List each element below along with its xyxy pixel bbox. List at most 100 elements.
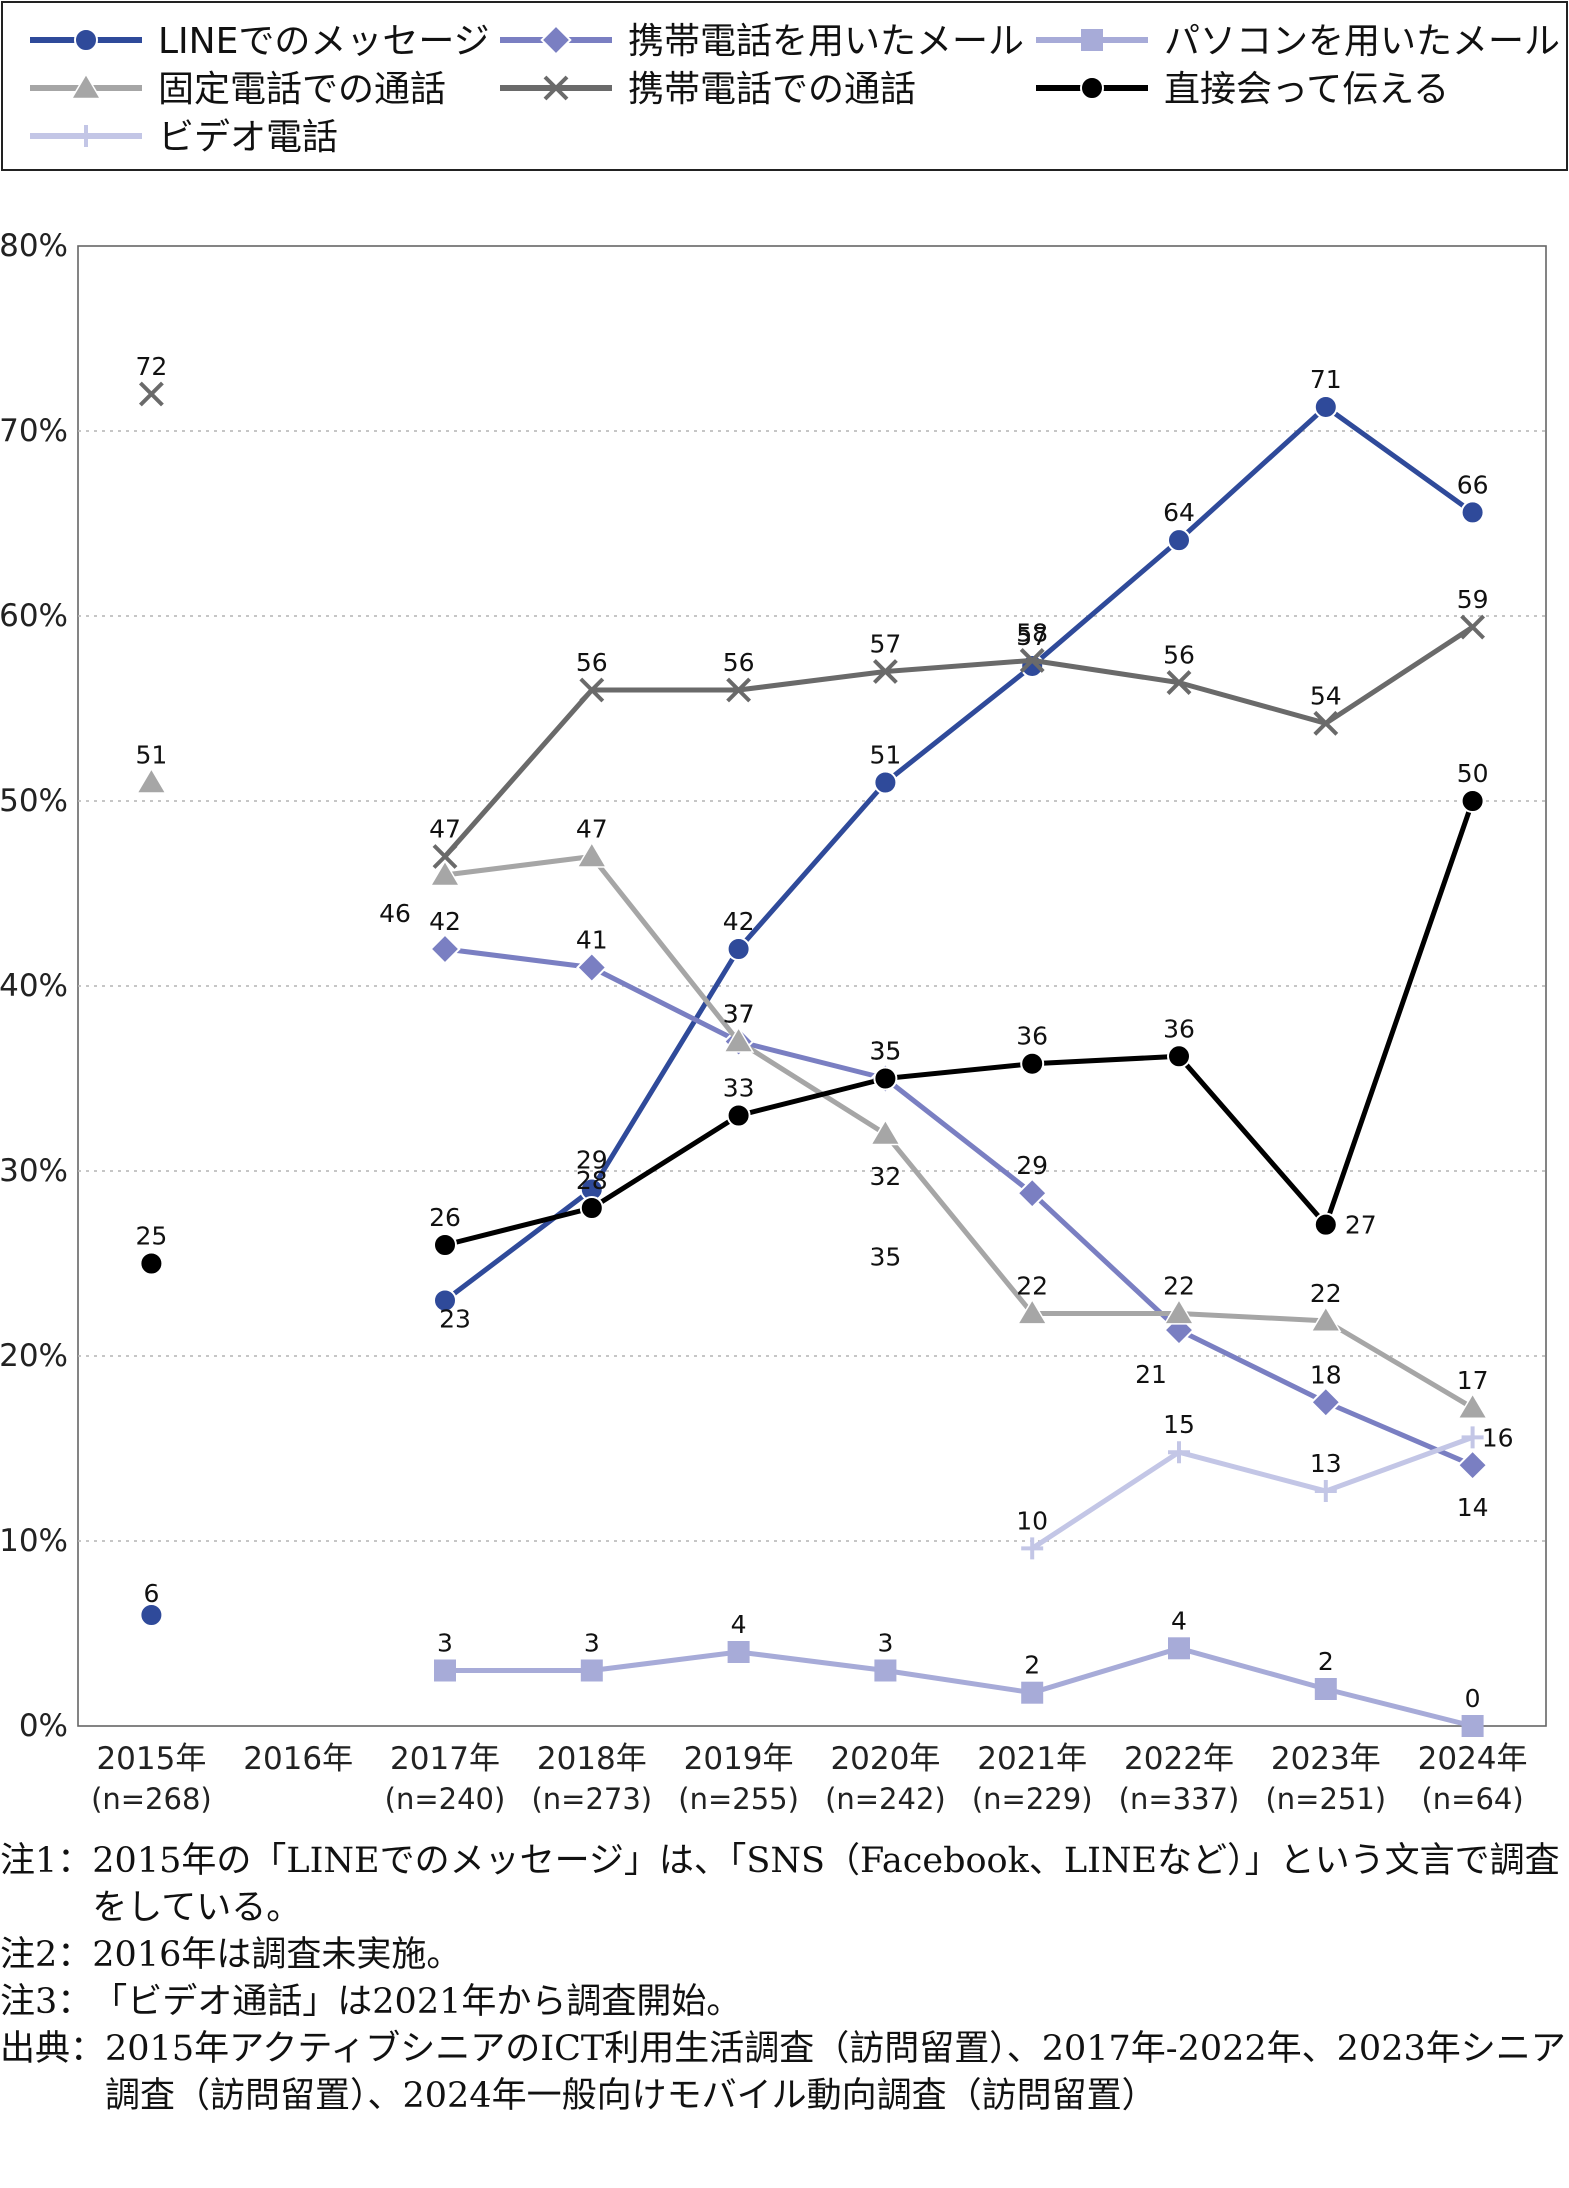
- data-point: [1460, 500, 1485, 525]
- data-label: 3: [584, 1629, 600, 1658]
- note-3-text: 「ビデオ通話」は2021年から調査開始。: [92, 1982, 742, 2022]
- series-line: [1030, 1435, 1474, 1551]
- data-point: [1461, 1426, 1484, 1449]
- y-tick-label: 30%: [0, 1153, 68, 1189]
- legend-label: 携帯電話を用いたメール: [628, 21, 1024, 62]
- data-label: 32: [869, 1162, 901, 1191]
- data-point: [1460, 614, 1486, 640]
- data-point: [874, 1659, 897, 1682]
- data-point: [727, 1641, 750, 1663]
- x-tick-label: 2016年: [243, 1741, 353, 1777]
- data-point: [726, 677, 752, 703]
- data-point: [873, 1066, 898, 1091]
- data-label: 29: [1016, 1151, 1048, 1180]
- data-label: 22: [1163, 1271, 1195, 1300]
- data-point: [1016, 1298, 1048, 1325]
- legend-marker: [543, 75, 569, 101]
- data-label: 21: [1135, 1360, 1167, 1389]
- data-label: 2: [1318, 1647, 1334, 1676]
- plot-area: [77, 245, 1547, 1727]
- data-point: [1021, 1537, 1044, 1560]
- data-label: 56: [1163, 641, 1195, 670]
- data-label: 41: [576, 926, 608, 955]
- data-point: [873, 770, 898, 795]
- data-label: 27: [1345, 1211, 1377, 1240]
- data-point: [1168, 1441, 1190, 1464]
- data-label: 3: [877, 1629, 893, 1658]
- legend-marker: [70, 72, 102, 100]
- y-tick-label: 20%: [0, 1338, 68, 1374]
- x-tick-label: 2020年: [830, 1741, 940, 1777]
- series-1: [443, 404, 1475, 1303]
- legend-label: LINEでのメッセージ: [158, 21, 490, 62]
- data-label: 14: [1457, 1493, 1489, 1522]
- data-label: 25: [135, 1222, 167, 1251]
- data-label: 37: [723, 1000, 755, 1029]
- data-point: [1167, 1044, 1191, 1069]
- data-point: [722, 1026, 755, 1053]
- y-tick-label: 60%: [0, 598, 68, 634]
- data-label: 2: [1024, 1651, 1040, 1680]
- note-1-text: 2015年の「LINEでのメッセージ」は、「SNS（Facebook、LINEな…: [92, 1841, 1560, 1928]
- data-label: 36: [1163, 1014, 1195, 1043]
- data-label: 29: [576, 1146, 608, 1175]
- data-point: [1314, 1480, 1337, 1503]
- data-label: 18: [1310, 1360, 1342, 1389]
- y-tick-label: 40%: [0, 968, 68, 1004]
- data-label: 47: [576, 815, 608, 844]
- data-point: [1460, 789, 1485, 813]
- x-tick-sublabel: (n=251): [1265, 1782, 1386, 1816]
- y-tick-label: 80%: [0, 228, 68, 264]
- line-chart: 0%10%20%30%40%50%60%70%80%2015年(n=268)20…: [0, 1, 1568, 1816]
- series-line: [443, 404, 1475, 1303]
- data-point: [726, 1103, 751, 1128]
- data-point: [429, 859, 461, 887]
- data-point: [1163, 1298, 1195, 1325]
- data-point: [1020, 1051, 1045, 1076]
- data-label: 57: [869, 630, 901, 659]
- data-label: 16: [1482, 1423, 1514, 1452]
- data-point: [1313, 1212, 1338, 1237]
- data-label: 15: [1163, 1410, 1195, 1439]
- data-point: [434, 1659, 456, 1682]
- notes: 注1： 2015年の「LINEでのメッセージ」は、「SNS（Facebook、L…: [0, 1838, 1569, 2120]
- series-2: [444, 946, 1474, 1468]
- data-label: 23: [439, 1305, 471, 1334]
- data-point: [1019, 647, 1045, 673]
- x-tick-sublabel: (n=64): [1421, 1782, 1523, 1816]
- legend-label: 携帯電話での通話: [628, 69, 916, 110]
- data-point: [1310, 1386, 1342, 1418]
- data-label: 6: [143, 1579, 159, 1608]
- data-label: 36: [1016, 1022, 1048, 1051]
- x-tick-sublabel: (n=240): [385, 1782, 506, 1816]
- data-label: 54: [1310, 681, 1342, 710]
- x-tick-label: 2021年: [977, 1741, 1087, 1777]
- data-label: 10: [1016, 1506, 1048, 1535]
- data-label: 35: [869, 1037, 901, 1066]
- x-tick-label: 2023年: [1271, 1741, 1381, 1777]
- data-label: 51: [135, 741, 167, 770]
- series-line: [443, 625, 1474, 859]
- data-label: 33: [723, 1074, 755, 1103]
- data-point: [1456, 1449, 1489, 1481]
- x-tick-label: 2024年: [1418, 1741, 1528, 1777]
- data-label: 50: [1457, 759, 1489, 788]
- data-label: 72: [135, 352, 167, 381]
- data-point: [135, 767, 168, 794]
- data-label: 71: [1310, 365, 1342, 394]
- data-point: [872, 659, 898, 684]
- y-tick-label: 70%: [0, 413, 68, 449]
- data-point: [139, 1251, 164, 1276]
- data-point: [869, 1118, 902, 1146]
- note-2-text: 2016年は調査未実施。: [92, 1935, 462, 1975]
- series-3: [445, 1645, 1474, 1729]
- data-point: [580, 1659, 603, 1682]
- data-label: 66: [1457, 470, 1489, 499]
- legend-marker: [540, 24, 572, 56]
- x-tick-label: 2018年: [537, 1741, 647, 1777]
- note-source-text: 2015年アクティブシニアのICT利用生活調査（訪問留置）、2017年-2022…: [105, 2029, 1566, 2116]
- data-point: [1168, 1637, 1190, 1660]
- annotation-label: 35: [869, 1242, 901, 1271]
- data-point: [579, 1196, 604, 1220]
- data-label: 42: [723, 907, 755, 936]
